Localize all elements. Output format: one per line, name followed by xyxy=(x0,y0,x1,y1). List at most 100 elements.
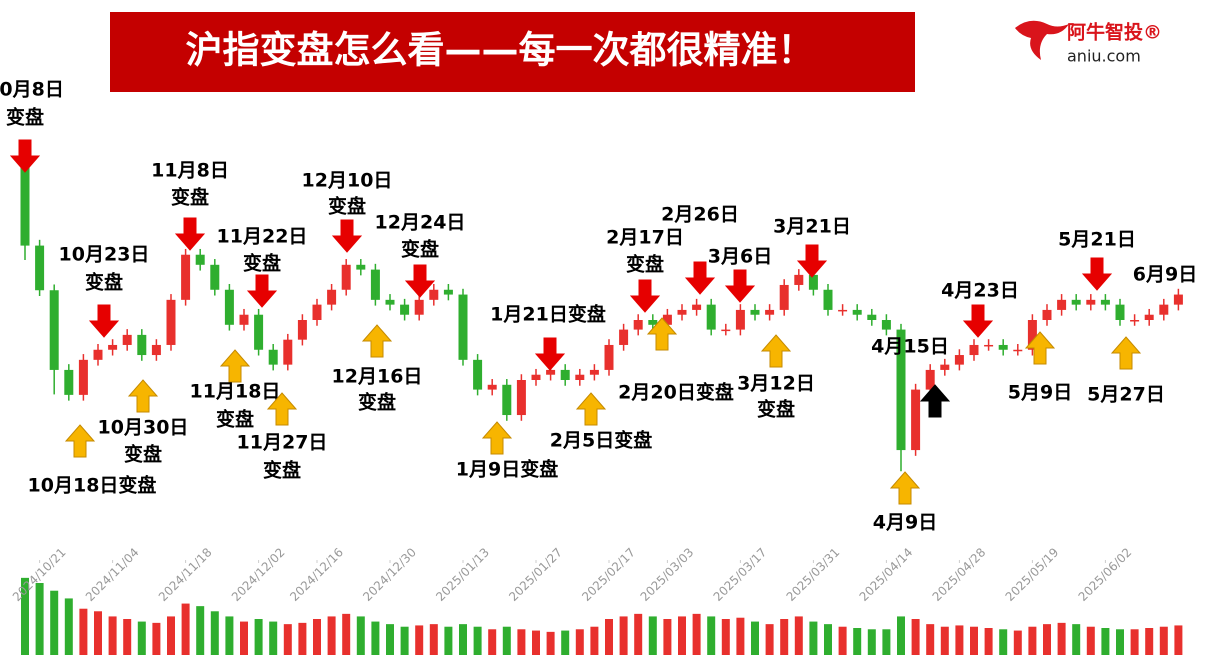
volume-bar xyxy=(50,590,59,655)
volume-bar xyxy=(1057,622,1066,655)
chart-title: 沪指变盘怎么看——每一次都很精准！ xyxy=(186,29,815,72)
volume-bar xyxy=(575,629,584,655)
volume-bar xyxy=(123,619,132,655)
volume-bar xyxy=(590,626,599,655)
candle-body xyxy=(925,369,935,390)
volume-bar xyxy=(386,624,394,655)
arrow xyxy=(919,384,951,418)
candle-body xyxy=(312,304,322,320)
candle-body xyxy=(254,314,264,350)
candle-body xyxy=(706,304,716,330)
candle-body xyxy=(692,304,702,310)
volume-bar xyxy=(1101,628,1110,655)
arrow xyxy=(64,424,96,458)
annotation: 变盘 xyxy=(171,186,209,209)
volume-bar xyxy=(313,619,321,655)
volume-bar xyxy=(532,630,540,655)
volume-bar xyxy=(356,616,365,655)
annotation: 11月22日 xyxy=(217,226,308,248)
annotation: 11月18日 xyxy=(190,381,281,403)
annotation: 4月23日 xyxy=(941,280,1019,302)
candle-body xyxy=(356,264,366,270)
volume-bar xyxy=(605,619,613,655)
volume-bar xyxy=(210,611,219,655)
candle-body xyxy=(93,349,103,360)
candle-body xyxy=(984,344,994,347)
candle-body xyxy=(838,309,848,312)
candle-body xyxy=(78,359,88,395)
volume-bar xyxy=(707,616,716,655)
volume-bar xyxy=(619,616,628,655)
volume-bar xyxy=(780,619,789,655)
annotation: 5月21日 xyxy=(1058,229,1136,251)
candle-body xyxy=(443,289,453,295)
volume-bar xyxy=(955,625,964,655)
volume-bar xyxy=(167,616,175,655)
x-tick-label: 2025/04/28 xyxy=(930,545,989,604)
volume-bar xyxy=(897,616,905,655)
x-tick-label: 2024/12/16 xyxy=(287,545,346,604)
candle-body xyxy=(283,339,293,365)
volume-bar xyxy=(298,622,307,655)
arrow xyxy=(646,317,678,351)
candle-body xyxy=(385,299,395,305)
x-tick-label: 2024/11/04 xyxy=(83,545,142,604)
volume-bar xyxy=(137,621,146,655)
candle-body xyxy=(487,384,497,390)
candle-body xyxy=(400,304,410,315)
annotation: 2月20日变盘 xyxy=(618,381,734,404)
arrow xyxy=(1024,331,1056,365)
candle-body xyxy=(969,344,979,356)
volume-bar xyxy=(371,621,380,655)
candle-body xyxy=(677,309,687,315)
volume-bar xyxy=(1130,629,1139,655)
candle-body xyxy=(414,299,424,315)
volume-bar xyxy=(984,628,993,655)
candle-body xyxy=(560,369,570,380)
annotation: 6月9日 xyxy=(1133,264,1197,286)
arrow xyxy=(361,324,393,358)
candle-body xyxy=(1144,314,1154,320)
candle-body xyxy=(794,274,804,285)
volume-bar xyxy=(853,628,862,655)
volume-bar xyxy=(35,583,44,655)
volume-bar xyxy=(678,616,686,655)
annotation: 变盘 xyxy=(757,398,795,421)
candle-body xyxy=(210,264,220,290)
volume-bar xyxy=(1028,626,1037,655)
annotation: 变盘 xyxy=(6,106,44,129)
arrow xyxy=(1081,257,1113,291)
volume-bar xyxy=(882,629,891,655)
volume-bar xyxy=(1072,624,1081,655)
volume-bar xyxy=(225,616,234,655)
candle-body xyxy=(516,380,526,416)
volume-bar xyxy=(1116,629,1124,655)
annotation: 4月15日 xyxy=(871,336,949,358)
annotation: 变盘 xyxy=(626,253,664,276)
arrow xyxy=(9,139,41,173)
x-tick-label: 2025/05/19 xyxy=(1003,545,1062,604)
volume-bar xyxy=(940,626,949,655)
volume-bar xyxy=(867,629,876,655)
candle-body xyxy=(195,254,205,265)
candle-body xyxy=(370,269,380,300)
candle-body xyxy=(224,289,234,325)
candle-body xyxy=(808,274,818,290)
candle-body xyxy=(779,284,789,310)
candle-body xyxy=(998,344,1008,350)
candle-body xyxy=(1115,304,1125,320)
candle-body xyxy=(619,329,629,345)
candle-body xyxy=(1027,320,1037,350)
annotation: 11月8日 xyxy=(151,160,229,182)
x-tick-label: 2024/11/18 xyxy=(156,545,215,604)
volume-bar xyxy=(692,613,701,655)
volume-bar xyxy=(970,626,978,655)
volume-bar xyxy=(546,631,555,655)
candle-body xyxy=(1013,349,1023,352)
annotation: 2月26日 xyxy=(661,204,739,226)
candle-body xyxy=(750,309,760,315)
annotation: 12月16日 xyxy=(332,366,423,388)
candle-body xyxy=(341,264,351,290)
volume-bar xyxy=(196,606,205,655)
